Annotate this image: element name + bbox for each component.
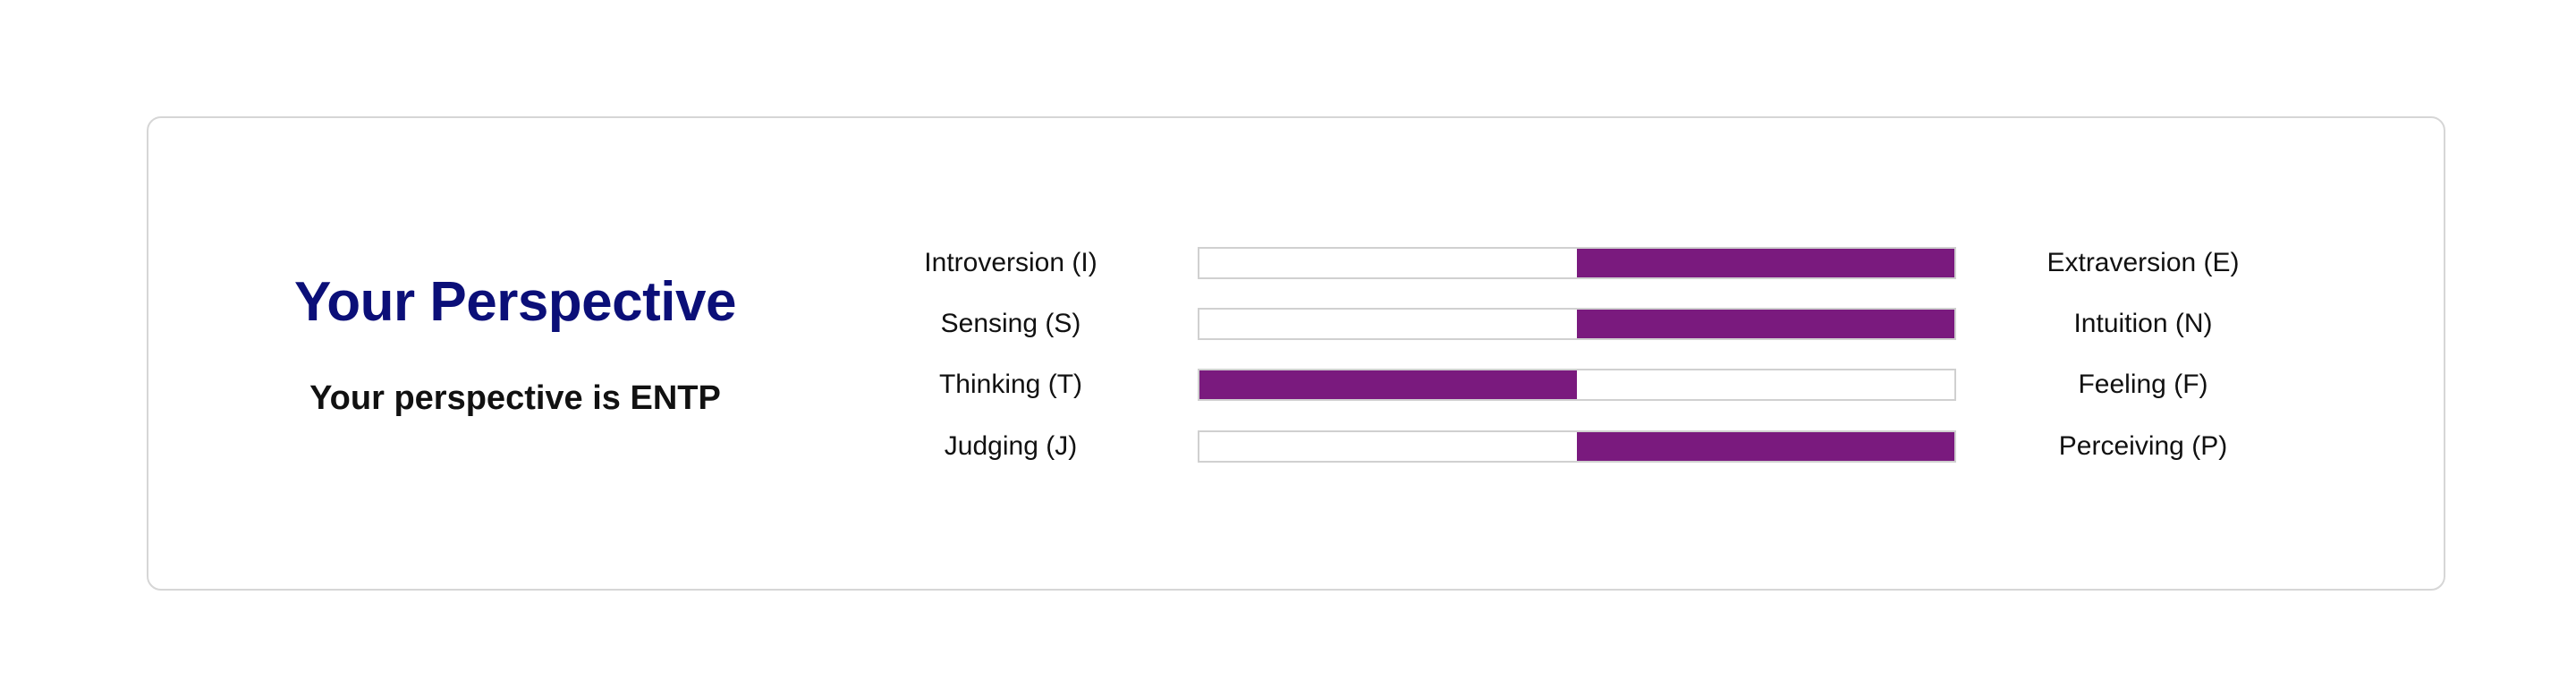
scale-row-jp: Judging (J) Perceiving (P): [148, 429, 2444, 464]
scale-bar-fill: [1199, 370, 1577, 399]
scale-row-sn: Sensing (S) Intuition (N): [148, 306, 2444, 342]
perspective-card: Your Perspective Your perspective is ENT…: [147, 116, 2445, 591]
scale-right-label: Feeling (F): [2078, 370, 2208, 399]
scale-bar: [1198, 247, 1956, 279]
scale-right-label: Intuition (N): [2073, 309, 2213, 338]
perspective-summary: Your Perspective Your perspective is ENT…: [148, 118, 882, 589]
scale-row-ie: Introversion (I) Extraversion (E): [148, 245, 2444, 281]
scale-row-tf: Thinking (T) Feeling (F): [148, 367, 2444, 403]
scale-list: Introversion (I) Extraversion (E) Sensin…: [148, 118, 2444, 589]
scale-left-label: Thinking (T): [938, 370, 1083, 399]
perspective-result: Your perspective is ENTP: [309, 379, 721, 417]
scale-bar: [1198, 369, 1956, 401]
scale-bar: [1198, 430, 1956, 463]
scale-bar-fill: [1577, 432, 1954, 461]
scale-bar-fill: [1577, 249, 1954, 277]
scale-left-label: Judging (J): [944, 431, 1078, 461]
scale-right-label: Extraversion (E): [2046, 248, 2240, 277]
scale-right-label: Perceiving (P): [2058, 431, 2228, 461]
page-title: Your Perspective: [294, 271, 736, 333]
scale-left-label: Sensing (S): [940, 309, 1081, 338]
scale-bar-fill: [1577, 310, 1954, 338]
scale-bar: [1198, 308, 1956, 340]
scale-left-label: Introversion (I): [924, 248, 1097, 277]
